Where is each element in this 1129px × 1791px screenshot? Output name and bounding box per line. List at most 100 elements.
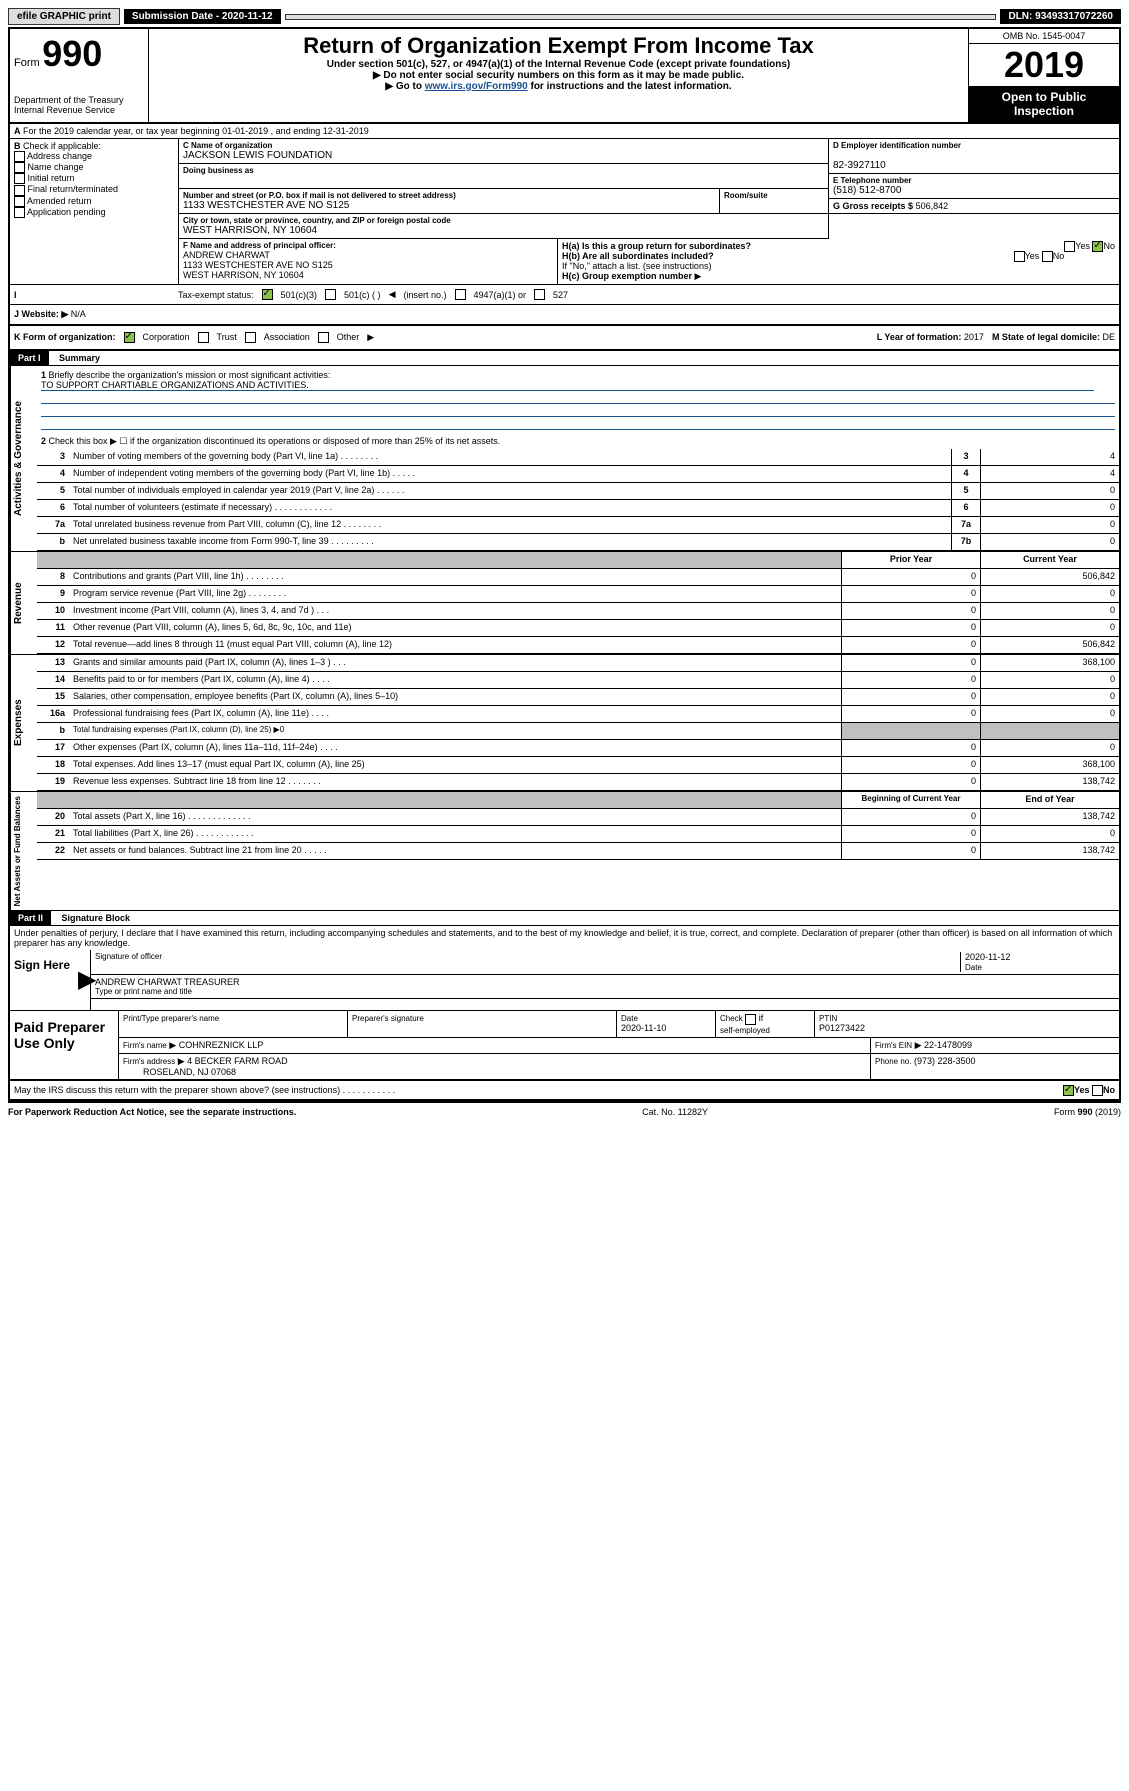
summary-line: 22Net assets or fund balances. Subtract … bbox=[37, 843, 1119, 860]
form-990: 990 bbox=[42, 33, 102, 74]
f-spacer bbox=[10, 239, 179, 284]
summary-line: 14Benefits paid to or for members (Part … bbox=[37, 672, 1119, 689]
cbx-name-change[interactable] bbox=[14, 162, 25, 173]
paid-preparer-block: Paid Preparer Use Only Print/Type prepar… bbox=[10, 1011, 1119, 1080]
vtab-activities: Activities & Governance bbox=[10, 366, 37, 551]
omb: OMB No. 1545-0047 bbox=[969, 29, 1119, 44]
revenue-section: Revenue Prior Year Current Year 8Contrib… bbox=[10, 551, 1119, 654]
hb-yes[interactable] bbox=[1014, 251, 1025, 262]
line-1: 1 Briefly describe the organization's mi… bbox=[37, 366, 1119, 434]
expenses-section: Expenses 13Grants and similar amounts pa… bbox=[10, 654, 1119, 791]
dept-treasury: Department of the TreasuryInternal Reven… bbox=[14, 95, 144, 115]
spacer bbox=[285, 14, 997, 20]
net-assets-section: Net Assets or Fund Balances Beginning of… bbox=[10, 791, 1119, 911]
hb-no[interactable] bbox=[1042, 251, 1053, 262]
summary-line: 19Revenue less expenses. Subtract line 1… bbox=[37, 774, 1119, 791]
main-title: Return of Organization Exempt From Incom… bbox=[157, 33, 960, 59]
summary-line: 9Program service revenue (Part VIII, lin… bbox=[37, 586, 1119, 603]
firm-name-row: Firm's name ▶ COHNREZNICK LLP Firm's EIN… bbox=[119, 1038, 1119, 1054]
cbx-corp[interactable] bbox=[124, 332, 135, 343]
efile-header: efile GRAPHIC print Submission Date - 20… bbox=[8, 8, 1121, 25]
activities-governance: Activities & Governance 1 Briefly descri… bbox=[10, 366, 1119, 551]
efile-label[interactable]: efile GRAPHIC print bbox=[8, 8, 120, 25]
discuss-row: May the IRS discuss this return with the… bbox=[10, 1081, 1119, 1101]
vtab-expenses: Expenses bbox=[10, 655, 37, 791]
paid-preparer-label: Paid Preparer Use Only bbox=[10, 1011, 118, 1078]
ein: 82-3927110 bbox=[833, 160, 1115, 171]
title-cell: Return of Organization Exempt From Incom… bbox=[149, 29, 968, 122]
form990-link[interactable]: www.irs.gov/Form990 bbox=[425, 81, 528, 92]
street-addr: Number and street (or P.O. box if mail i… bbox=[179, 189, 720, 213]
tax-exempt-status: I Tax-exempt status: 501(c)(3) 501(c) ( … bbox=[10, 285, 1119, 305]
cbx-other[interactable] bbox=[318, 332, 329, 343]
line-2: 2 Check this box ▶ ☐ if the organization… bbox=[37, 434, 1119, 449]
summary-line: 12Total revenue—add lines 8 through 11 (… bbox=[37, 637, 1119, 654]
dba-box: Doing business as bbox=[179, 164, 828, 189]
officer-name-row: ANDREW CHARWAT TREASURER Type or print n… bbox=[91, 975, 1119, 999]
summary-line: 5Total number of individuals employed in… bbox=[37, 483, 1119, 500]
summary-line: 3Number of voting members of the governi… bbox=[37, 449, 1119, 466]
cbx-4947[interactable] bbox=[455, 289, 466, 300]
sign-here-block: Sign Here ▶ Signature of officer 2020-11… bbox=[10, 950, 1119, 1011]
subtitle: Under section 501(c), 527, or 4947(a)(1)… bbox=[157, 59, 960, 70]
perjury-statement: Under penalties of perjury, I declare th… bbox=[10, 926, 1119, 950]
warn1: ▶ Do not enter social security numbers o… bbox=[157, 70, 960, 81]
h-c: H(c) Group exemption number ▶ bbox=[562, 271, 1115, 282]
preparer-row-1: Print/Type preparer's name Preparer's si… bbox=[119, 1011, 1119, 1037]
sign-here-label: Sign Here bbox=[10, 950, 78, 1010]
ha-yes[interactable] bbox=[1064, 241, 1075, 252]
h-b: H(b) Are all subordinates included? Yes … bbox=[562, 251, 1115, 261]
summary-line: 11Other revenue (Part VIII, column (A), … bbox=[37, 620, 1119, 637]
ein-box: D Employer identification number 82-3927… bbox=[829, 139, 1119, 174]
org-name-box: C Name of organization JACKSON LEWIS FOU… bbox=[179, 139, 828, 164]
paperwork-notice: For Paperwork Reduction Act Notice, see … bbox=[8, 1107, 296, 1117]
discuss-yes[interactable] bbox=[1063, 1085, 1074, 1096]
sig-date: 2020-11-12Date bbox=[960, 952, 1115, 972]
summary-line: 7aTotal unrelated business revenue from … bbox=[37, 517, 1119, 534]
rev-header: Prior Year Current Year bbox=[37, 552, 1119, 569]
cbx-final-return[interactable] bbox=[14, 185, 25, 196]
org-name: JACKSON LEWIS FOUNDATION bbox=[183, 150, 824, 161]
summary-line: 8Contributions and grants (Part VIII, li… bbox=[37, 569, 1119, 586]
part2-header: Part II Signature Block bbox=[10, 911, 1119, 926]
principal-officer: F Name and address of principal officer:… bbox=[179, 239, 558, 284]
summary-line: 21Total liabilities (Part X, line 26) . … bbox=[37, 826, 1119, 843]
website-row: J Website: ▶ N/A bbox=[10, 305, 1119, 326]
summary-line: 15Salaries, other compensation, employee… bbox=[37, 689, 1119, 706]
summary-line: bNet unrelated business taxable income f… bbox=[37, 534, 1119, 551]
vtab-net-assets: Net Assets or Fund Balances bbox=[10, 792, 37, 910]
cbx-address-change[interactable] bbox=[14, 151, 25, 162]
cbx-amended[interactable] bbox=[14, 196, 25, 207]
discuss-no[interactable] bbox=[1092, 1085, 1103, 1096]
addr-row: Number and street (or P.O. box if mail i… bbox=[179, 189, 828, 214]
phone-box: E Telephone number (518) 512-8700 bbox=[829, 174, 1119, 199]
year-cell: OMB No. 1545-0047 2019 Open to Public In… bbox=[968, 29, 1119, 122]
h-section: H(a) Is this a group return for subordin… bbox=[558, 239, 1119, 284]
summary-line: 10Investment income (Part VIII, column (… bbox=[37, 603, 1119, 620]
cbx-initial-return[interactable] bbox=[14, 173, 25, 184]
cbx-527[interactable] bbox=[534, 289, 545, 300]
col-right: D Employer identification number 82-3927… bbox=[828, 139, 1119, 239]
col-b-checkboxes: B Check if applicable: Address change Na… bbox=[10, 139, 179, 239]
cbx-self-emp[interactable] bbox=[745, 1014, 756, 1025]
dln: DLN: 93493317072260 bbox=[1000, 9, 1121, 24]
line-a: A For the 2019 calendar year, or tax yea… bbox=[10, 124, 1119, 139]
tax-year: 2019 bbox=[969, 44, 1119, 86]
gross-receipts: G Gross receipts $ 506,842 bbox=[829, 199, 1119, 214]
cbx-assoc[interactable] bbox=[245, 332, 256, 343]
summary-line: 6Total number of volunteers (estimate if… bbox=[37, 500, 1119, 517]
part1-header: Part I Summary bbox=[10, 351, 1119, 366]
entity-block: B Check if applicable: Address change Na… bbox=[10, 139, 1119, 239]
city-box: City or town, state or province, country… bbox=[179, 214, 828, 239]
cbx-501c3[interactable] bbox=[262, 289, 273, 300]
warn2: ▶ Go to www.irs.gov/Form990 for instruct… bbox=[157, 81, 960, 92]
ha-no[interactable] bbox=[1092, 241, 1103, 252]
page-footer: For Paperwork Reduction Act Notice, see … bbox=[8, 1103, 1121, 1121]
phone: (518) 512-8700 bbox=[833, 185, 1115, 196]
cbx-trust[interactable] bbox=[198, 332, 209, 343]
h-b-note: If "No," attach a list. (see instruction… bbox=[562, 261, 1115, 271]
net-header: Beginning of Current Year End of Year bbox=[37, 792, 1119, 809]
cbx-app-pending[interactable] bbox=[14, 207, 25, 218]
cbx-501c[interactable] bbox=[325, 289, 336, 300]
h-a: H(a) Is this a group return for subordin… bbox=[562, 241, 1115, 251]
